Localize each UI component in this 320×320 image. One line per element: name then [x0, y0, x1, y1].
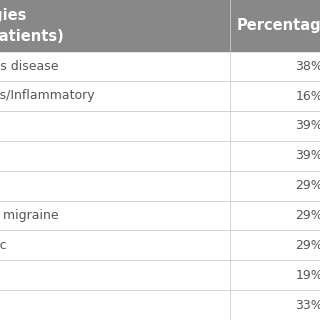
Text: Idiopathic: Idiopathic — [0, 239, 7, 252]
Text: Etiologies: Etiologies — [0, 8, 27, 23]
Bar — [0, 260, 320, 290]
Text: Ischemic: Ischemic — [0, 149, 1, 162]
Bar — [0, 290, 320, 320]
Text: 29%: 29% — [295, 179, 320, 192]
Text: Percentage: Percentage — [237, 18, 320, 33]
Bar — [0, 81, 320, 111]
Text: 39%: 39% — [295, 149, 320, 162]
Bar — [0, 0, 320, 51]
Bar — [0, 111, 320, 141]
Bar — [0, 230, 320, 260]
Bar — [0, 51, 320, 81]
Text: 38%: 38% — [295, 60, 320, 73]
Text: Vascular migraine: Vascular migraine — [0, 209, 58, 222]
Text: 29%: 29% — [295, 239, 320, 252]
Bar — [0, 171, 320, 201]
Text: Infectious/Inflammatory: Infectious/Inflammatory — [0, 90, 95, 102]
Text: 19%: 19% — [295, 269, 320, 282]
Text: 29%: 29% — [295, 209, 320, 222]
Bar — [0, 201, 320, 230]
Text: 33%: 33% — [295, 299, 320, 312]
Text: Meniere’s disease: Meniere’s disease — [0, 60, 58, 73]
Text: 16%: 16% — [295, 90, 320, 102]
Text: (461 patients): (461 patients) — [0, 29, 63, 44]
Text: 39%: 39% — [295, 119, 320, 132]
Bar — [0, 141, 320, 171]
